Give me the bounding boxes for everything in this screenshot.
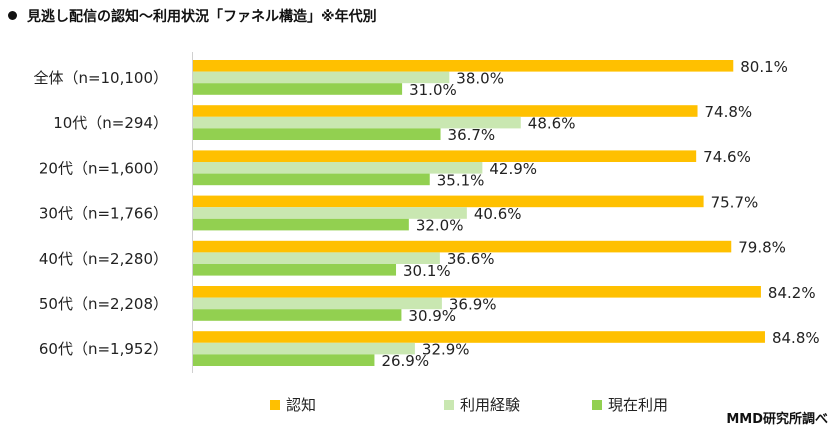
value-label-awareness: 84.8% xyxy=(772,329,820,347)
bar-current-use xyxy=(193,218,409,231)
bar-experience xyxy=(193,252,440,264)
bar-awareness xyxy=(193,240,732,253)
legend-item-current-use: 現在利用 xyxy=(592,394,668,415)
value-label-current-use: 32.0% xyxy=(416,217,464,235)
value-label-awareness: 80.1% xyxy=(740,58,788,76)
bar-current-use xyxy=(193,173,430,186)
legend: 認知 利用経験 現在利用 xyxy=(270,394,668,415)
category-label: 全体（n=10,100） xyxy=(33,69,168,87)
value-label-awareness: 74.6% xyxy=(703,148,751,166)
category-label: 20代（n=1,600） xyxy=(39,159,168,177)
bar-experience xyxy=(193,297,442,310)
category-label: 50代（n=2,208） xyxy=(39,295,168,313)
category-label: 60代（n=1,952） xyxy=(39,340,168,358)
value-label-current-use: 35.1% xyxy=(437,171,485,189)
value-label-experience: 40.6% xyxy=(474,205,522,223)
value-label-experience: 36.9% xyxy=(449,295,497,313)
bar-current-use xyxy=(193,128,441,140)
bar-awareness xyxy=(193,331,765,343)
legend-label-experience: 利用経験 xyxy=(460,396,521,414)
bar-current-use xyxy=(193,264,397,276)
legend-swatch-awareness xyxy=(270,399,280,410)
value-label-experience: 36.6% xyxy=(447,250,495,268)
bar-awareness xyxy=(193,60,734,72)
value-label-awareness: 75.7% xyxy=(711,193,759,211)
category-label: 10代（n=294） xyxy=(53,114,168,132)
legend-swatch-experience xyxy=(444,399,454,410)
value-label-current-use: 30.9% xyxy=(408,307,456,325)
bar-experience xyxy=(193,71,450,84)
bar-experience xyxy=(193,116,521,129)
bar-experience xyxy=(193,342,415,355)
category-label: 40代（n=2,280） xyxy=(39,250,168,268)
bar-current-use xyxy=(193,83,403,95)
legend-item-awareness: 認知 xyxy=(270,394,444,415)
value-label-experience: 38.0% xyxy=(456,69,504,87)
bar-current-use xyxy=(193,309,402,321)
bullet-icon xyxy=(8,11,17,20)
bar-current-use xyxy=(193,354,375,366)
legend-label-current-use: 現在利用 xyxy=(608,396,669,414)
bar-awareness xyxy=(193,105,698,117)
bar-awareness xyxy=(193,286,761,298)
legend-item-experience: 利用経験 xyxy=(444,394,592,415)
value-label-experience: 32.9% xyxy=(422,341,470,359)
value-label-awareness: 74.8% xyxy=(705,103,753,121)
bar-awareness xyxy=(193,150,697,162)
category-label: 30代（n=1,766） xyxy=(39,205,168,223)
bar-experience xyxy=(193,207,467,219)
bar-experience xyxy=(193,162,483,174)
chart-title: 見逃し配信の認知～利用状況「ファネル構造」※年代別 xyxy=(8,6,377,26)
chart-title-text: 見逃し配信の認知～利用状況「ファネル構造」※年代別 xyxy=(27,9,377,25)
value-label-current-use: 30.1% xyxy=(403,262,451,280)
bar-chart: 全体（n=10,100） 80.1% 38.0%31.0% 10代（n=294） 74.… xyxy=(33,52,820,373)
legend-swatch-current-use xyxy=(592,399,602,410)
value-label-experience: 48.6% xyxy=(528,115,576,133)
value-label-experience: 42.9% xyxy=(489,160,537,178)
bar-awareness xyxy=(193,195,704,208)
source-credit: MMD研究所調べ xyxy=(726,412,828,427)
legend-label-awareness: 認知 xyxy=(286,396,317,414)
value-label-current-use: 26.9% xyxy=(381,352,429,370)
value-label-awareness: 79.8% xyxy=(738,239,786,257)
value-label-current-use: 36.7% xyxy=(448,126,496,144)
value-label-current-use: 31.0% xyxy=(409,81,457,99)
value-label-awareness: 84.2% xyxy=(768,284,816,302)
